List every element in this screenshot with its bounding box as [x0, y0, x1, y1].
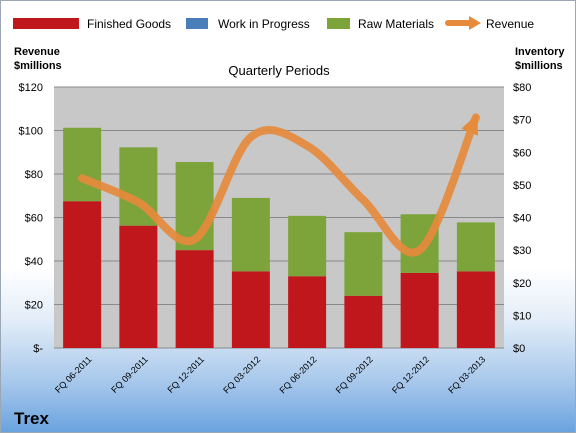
bar-finished-goods — [63, 201, 102, 348]
y-tick-right: $0 — [513, 343, 525, 355]
bar-finished-goods — [344, 295, 383, 348]
x-tick-label: FQ 12-2011 — [165, 354, 206, 395]
bar-finished-goods — [119, 225, 158, 348]
bar-finished-goods — [400, 272, 439, 348]
x-tick-label: FQ 06-2011 — [53, 354, 94, 395]
x-tick-label: FQ 06-2012 — [278, 354, 319, 395]
y-tick-left: $80 — [25, 169, 43, 181]
bar-raw-materials — [288, 215, 327, 277]
y-tick-right: $10 — [513, 310, 531, 322]
y-axis-title-left: Revenue $millions — [14, 46, 63, 72]
x-tick-label: FQ 12-2012 — [390, 354, 431, 395]
y-axis-title-left-line2: $millions — [14, 60, 62, 72]
legend-arrow-revenue — [469, 16, 481, 30]
y-axis-title-right-line1: Inventory — [515, 46, 565, 58]
bar-raw-materials — [456, 222, 495, 272]
y-tick-left: $40 — [25, 256, 43, 268]
y-tick-right: $40 — [513, 213, 531, 225]
revenue-line — [78, 113, 480, 257]
y-tick-right: $50 — [513, 180, 531, 192]
bar-raw-materials — [344, 232, 383, 296]
y-tick-right: $80 — [513, 82, 531, 94]
legend-label-finished-goods: Finished Goods — [87, 17, 171, 31]
x-tick-label: FQ 03-2012 — [221, 354, 262, 395]
x-tick-label: FQ 03-2013 — [446, 354, 487, 395]
legend-swatch-finished-goods — [13, 18, 79, 29]
y-tick-left: $60 — [25, 213, 43, 225]
y-ticks-right: $0 $10 $20 $30 $40 $50 $60 $70 $80 — [513, 82, 531, 355]
bar-finished-goods — [231, 271, 270, 348]
y-tick-right: $70 — [513, 115, 531, 127]
legend-label-work-in-progress: Work in Progress — [218, 17, 310, 31]
legend-swatch-raw-materials — [327, 18, 350, 29]
y-axis-title-right: Inventory $millions — [515, 46, 568, 72]
y-tick-right: $30 — [513, 245, 531, 257]
x-tick-label: FQ 09-2012 — [334, 354, 375, 395]
bar-finished-goods — [456, 271, 495, 348]
bar-raw-materials — [231, 197, 270, 272]
y-tick-right: $60 — [513, 147, 531, 159]
x-ticks: FQ 06-2011 FQ 09-2011 FQ 12-2011 FQ 03-2012… — [53, 354, 487, 395]
legend-swatch-work-in-progress — [186, 18, 208, 29]
y-tick-left: $- — [33, 343, 43, 355]
bar-raw-materials — [63, 127, 102, 202]
y-axis-title-right-line2: $millions — [515, 60, 563, 72]
y-ticks-left: $- $20 $40 $60 $80 $100 $120 — [19, 82, 44, 355]
bar-finished-goods — [288, 276, 327, 348]
y-tick-left: $120 — [19, 82, 43, 94]
revenue-line-group — [78, 113, 480, 257]
bar-finished-goods — [175, 250, 214, 348]
y-tick-right: $20 — [513, 278, 531, 290]
y-tick-left: $20 — [25, 300, 43, 312]
revenue-arrowhead — [461, 113, 478, 136]
y-axis-title-left-line1: Revenue — [14, 46, 60, 58]
legend-label-revenue: Revenue — [486, 17, 534, 31]
legend: Finished Goods Work in Progress Raw Mate… — [13, 16, 534, 31]
x-tick-label: FQ 09-2011 — [109, 354, 150, 395]
y-tick-left: $100 — [19, 126, 43, 138]
legend-label-raw-materials: Raw Materials — [358, 17, 434, 31]
plot-title: Quarterly Periods — [228, 63, 330, 78]
company-name: Trex — [14, 409, 50, 428]
